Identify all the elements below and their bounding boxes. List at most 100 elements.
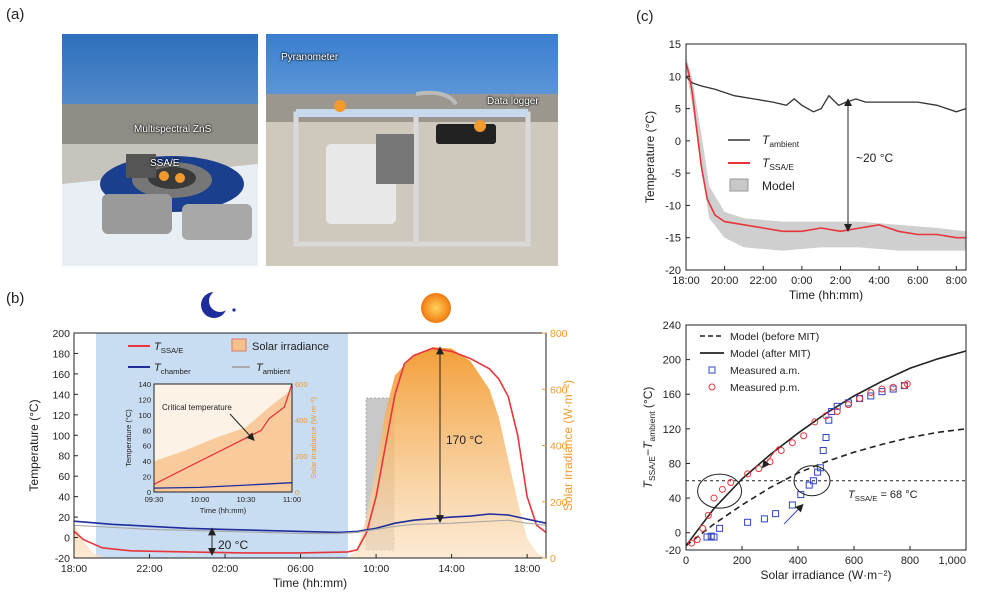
legend-solar-swatch <box>231 338 247 352</box>
x-tick-label: 2:00 <box>830 275 851 287</box>
y-tick-label: 20 <box>58 512 70 524</box>
legend-label-2: Measured a.m. <box>730 365 800 377</box>
series-ssae-line <box>685 63 966 239</box>
photo-device-closeup-image <box>62 34 258 266</box>
point-measured-pm <box>833 408 841 416</box>
photo-label-ssae: SSA/E <box>150 158 180 169</box>
y-axis-label: Temperature (°C) <box>643 111 657 203</box>
point-measured-pm <box>744 470 752 478</box>
y2-tick-label: 800 <box>550 328 568 340</box>
point-measured-am <box>867 392 875 400</box>
y-tick-label: 15 <box>669 39 681 51</box>
legend-ssae-label: TSSA/E <box>154 341 183 355</box>
y2-tick-label: 400 <box>550 441 568 453</box>
y-tick-label: 140 <box>52 389 70 401</box>
y-tick-label: 0 <box>675 528 681 540</box>
inset-y-tick-label: 120 <box>138 395 151 404</box>
photo-label-data-logger: Data logger <box>487 96 539 107</box>
point-measured-pm <box>788 439 796 447</box>
y-tick-label: 240 <box>663 320 681 332</box>
point-measured-pm <box>718 485 726 493</box>
y-tick-label: 40 <box>669 493 681 505</box>
series-model-band <box>686 56 966 251</box>
point-measured-am <box>788 501 796 509</box>
sun-icon <box>421 293 451 323</box>
panel-label-a: (a) <box>6 6 25 23</box>
y-tick-label: 160 <box>52 369 70 381</box>
series-ambient-line <box>73 519 547 535</box>
x-tick-label: 600 <box>845 555 863 567</box>
inset-y-tick-label: 80 <box>143 426 151 435</box>
annotation-20c: 20 °C <box>218 538 248 552</box>
point-measured-pm <box>800 432 808 440</box>
inset-x-tick-label: 11:00 <box>283 495 301 504</box>
highlight-ellipse-pm <box>697 473 743 509</box>
point-measured-pm <box>699 524 707 532</box>
legend-ambient-label: Tambient <box>762 133 800 149</box>
x-tick-label: 10:00 <box>363 563 389 575</box>
series-ambient-line <box>685 75 967 113</box>
y-tick-label: 40 <box>58 492 70 504</box>
point-measured-pm <box>710 494 718 502</box>
photo-label-zns: Multispectral ZnS <box>134 124 212 135</box>
y-tick-label: 0 <box>64 533 70 545</box>
y-tick-label: -10 <box>665 200 681 212</box>
point-measured-am <box>703 533 711 541</box>
chart-c-bottom-frame <box>685 324 967 551</box>
moon-cutout <box>209 290 231 312</box>
inset-y-axis-label: Temperature (°C) <box>124 409 133 467</box>
inset-y-tick-label: 20 <box>143 473 151 482</box>
point-measured-am <box>809 477 817 485</box>
x-tick-label: 06:00 <box>287 563 313 575</box>
y-tick-label: 10 <box>669 71 681 83</box>
y-axis-label: TSSA/E−Tambient (°C) <box>641 387 657 489</box>
panel-label-b: (b) <box>6 290 25 307</box>
photo-test-rig-image <box>266 34 558 266</box>
pm-direction-arrow <box>762 445 779 469</box>
photo-device-closeup <box>62 34 258 266</box>
chart-c-top-frame <box>685 43 967 271</box>
legend-ambient-label: Tambient <box>256 362 291 376</box>
point-measured-pm <box>856 395 864 403</box>
y2-tick-label: 600 <box>550 384 568 396</box>
sun-shape <box>421 293 451 323</box>
annotation-20c: ~20 °C <box>856 151 893 165</box>
x-tick-label: 0:00 <box>791 275 812 287</box>
x-tick-label: 800 <box>901 555 919 567</box>
point-measured-am <box>760 515 768 523</box>
moon-star <box>232 308 236 312</box>
legend-measured-pm-swatch <box>708 383 716 391</box>
point-measured-am <box>710 533 718 541</box>
inset-x-tick-label: 10:00 <box>191 495 210 504</box>
highlight-ellipse-am <box>793 465 831 497</box>
x-tick-label: 14:00 <box>438 563 464 575</box>
point-measured-pm <box>844 401 852 409</box>
y-tick-label: 80 <box>669 458 681 470</box>
y2-tick-label: 200 <box>550 497 568 509</box>
point-measured-pm <box>688 539 696 547</box>
photo-label-pyranometer: Pyranometer <box>281 52 339 63</box>
point-measured-am <box>816 464 824 472</box>
point-measured-pm <box>867 389 875 396</box>
y2-axis-label: Solar irradiance (W·m⁻²) <box>561 380 575 511</box>
y-tick-label: 5 <box>675 104 681 116</box>
inset-y-tick-label: 0 <box>147 488 151 497</box>
inset-annotation-critical: Critical temperature <box>162 403 232 412</box>
y-axis-label: Temperature (°C) <box>27 399 41 491</box>
point-measured-am <box>825 416 833 424</box>
series-ssae-line <box>73 347 547 554</box>
legend-model-swatch <box>729 178 749 192</box>
y-tick-label: -20 <box>55 553 70 565</box>
inset-y2-tick-label: 400 <box>295 416 308 425</box>
inset-y2-tick-label: 0 <box>295 488 299 497</box>
legend-label-0: Model (before MIT) <box>730 331 819 343</box>
inset-y2-axis-label: Solar irradiance (W·m⁻²) <box>309 397 318 479</box>
y2-tick-label: 0 <box>550 553 556 565</box>
point-measured-am <box>805 481 813 489</box>
x-tick-label: 8:00 <box>946 275 967 287</box>
legend-solar-label: Solar irradiance <box>252 341 329 353</box>
series-chamber-line <box>73 513 547 534</box>
point-measured-pm <box>811 418 819 426</box>
y-tick-label: -5 <box>671 168 681 180</box>
